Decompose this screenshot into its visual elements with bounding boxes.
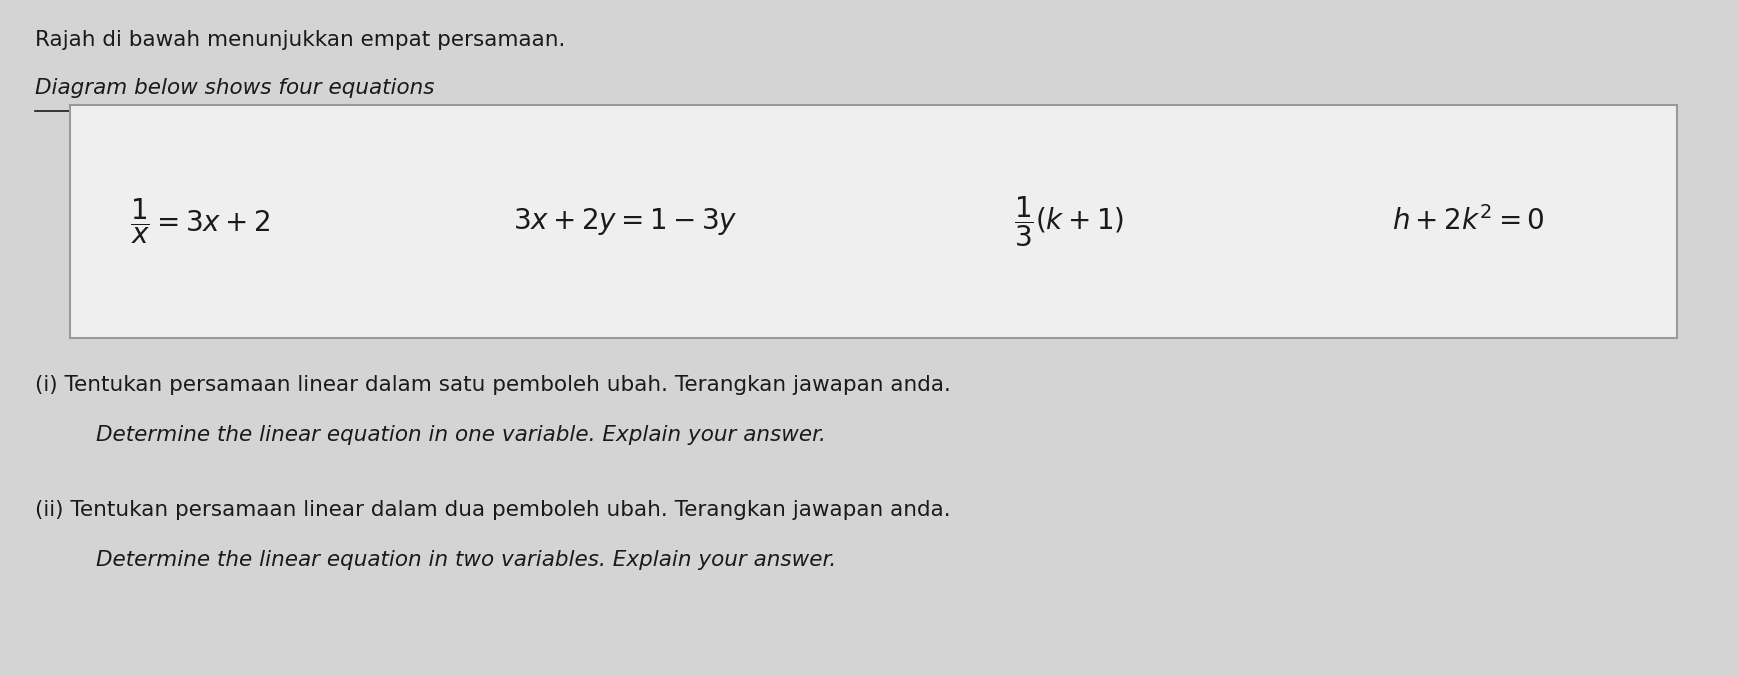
- Text: $h + 2k^2 = 0$: $h + 2k^2 = 0$: [1392, 207, 1545, 236]
- Text: Rajah di bawah menunjukkan empat persamaan.: Rajah di bawah menunjukkan empat persama…: [35, 30, 565, 51]
- Text: $\dfrac{1}{x} = 3x + 2$: $\dfrac{1}{x} = 3x + 2$: [130, 196, 269, 246]
- Text: (ii) Tentukan persamaan linear dalam dua pemboleh ubah. Terangkan jawapan anda.: (ii) Tentukan persamaan linear dalam dua…: [35, 500, 951, 520]
- Text: $3x + 2y = 1 - 3y$: $3x + 2y = 1 - 3y$: [513, 206, 739, 237]
- Text: Determine the linear equation in two variables. Explain your answer.: Determine the linear equation in two var…: [96, 550, 836, 570]
- Text: (i) Tentukan persamaan linear dalam satu pemboleh ubah. Terangkan jawapan anda.: (i) Tentukan persamaan linear dalam satu…: [35, 375, 951, 395]
- Text: Determine the linear equation in one variable. Explain your answer.: Determine the linear equation in one var…: [96, 425, 826, 446]
- Text: Diagram below shows four equations: Diagram below shows four equations: [35, 78, 434, 98]
- Text: $\dfrac{1}{3}( k+ 1)$: $\dfrac{1}{3}( k+ 1)$: [1013, 194, 1124, 249]
- FancyBboxPatch shape: [70, 105, 1677, 338]
